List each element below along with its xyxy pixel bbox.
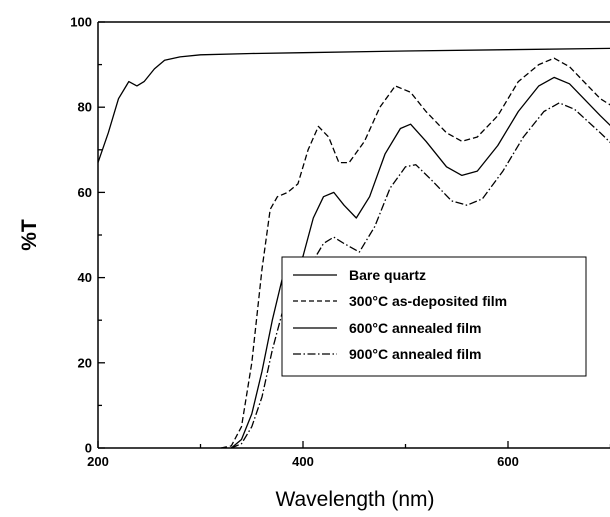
legend-label-bare-quartz: Bare quartz <box>349 267 426 283</box>
axes-layer <box>97 21 610 449</box>
x-tick-label-1: 400 <box>292 454 314 469</box>
y-tick-label-0: 0 <box>85 441 92 456</box>
x-tick-label-2: 600 <box>497 454 519 469</box>
x-axis-title: Wavelength (nm) <box>275 488 434 511</box>
series-layer <box>97 47 610 449</box>
legend-box <box>281 256 587 377</box>
legend-label-600c: 600°C annealed film <box>349 320 481 336</box>
y-tick-label-4: 80 <box>78 100 92 115</box>
y-tick-label-3: 60 <box>78 185 92 200</box>
series-line-3 <box>231 102 610 449</box>
y-tick-label-1: 20 <box>78 355 92 370</box>
series-line-2 <box>230 76 610 449</box>
ticks-layer: 2004006008001000020406080100 <box>70 15 610 469</box>
legend-label-300c: 300°C as-deposited film <box>349 293 507 309</box>
y-tick-label-2: 40 <box>78 270 92 285</box>
y-tick-label-5: 100 <box>70 15 92 30</box>
series-line-1 <box>220 57 610 449</box>
y-axis-title: %T <box>18 219 41 251</box>
legend: Bare quartz 300°C as-deposited film 600°… <box>281 256 587 377</box>
x-tick-label-0: 200 <box>87 454 109 469</box>
series-line-0 <box>97 47 610 163</box>
legend-label-900c: 900°C annealed film <box>349 346 481 362</box>
